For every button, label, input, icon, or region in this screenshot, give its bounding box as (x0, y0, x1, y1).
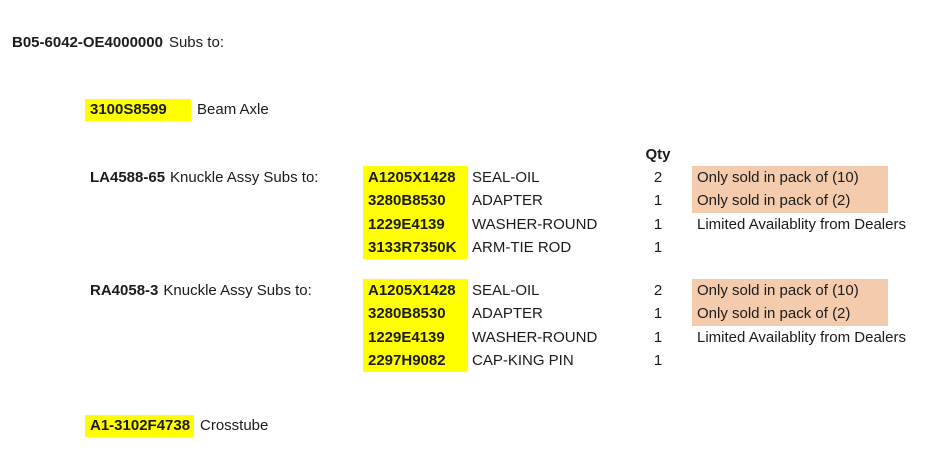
section-subs-label: Knuckle Assy Subs to: (163, 282, 312, 299)
table-row: 2297H9082 CAP-KING PIN 1 (0, 348, 947, 373)
title-suffix: Subs to: (168, 34, 224, 51)
part-note-cell: Only sold in pack of (2) (692, 302, 888, 326)
page-title: B05-6042-OE4000000 Subs to: (12, 34, 224, 52)
section-ra4058-3: RA4058-3 Knuckle Assy Subs to: A1205X1428… (0, 279, 947, 373)
crosstube-part-number: A1-3102F4738 (85, 415, 194, 437)
part-description-cell: SEAL-OIL (472, 282, 540, 299)
part-description-cell: WASHER-ROUND (472, 215, 598, 233)
part-number-cell: A1205X1428 (363, 279, 468, 303)
part-description-cell: WASHER-ROUND (472, 328, 598, 346)
part-qty-cell: 2 (653, 169, 663, 186)
part-note-cell: Only sold in pack of (2) (692, 189, 888, 213)
beam-axle-name: Beam Axle (197, 101, 269, 118)
part-qty-cell: 1 (653, 305, 663, 323)
part-number-cell: 2297H9082 (363, 348, 468, 373)
part-description-cell: SEAL-OIL (472, 169, 540, 186)
part-number-cell: 3280B8530 (363, 302, 468, 326)
section-label: RA4058-3 Knuckle Assy Subs to: (90, 279, 312, 302)
table-row: 3280B8530 ADAPTER 1 Only sold in pack of… (0, 189, 947, 213)
section-subs-label: Knuckle Assy Subs to: (170, 169, 319, 186)
section-part-number: RA4058-3 (90, 282, 159, 299)
section-part-number: LA4588-65 (90, 169, 166, 186)
part-description-cell: ARM-TIE ROD (472, 238, 572, 256)
part-description-cell: ADAPTER (472, 305, 543, 323)
crosstube-name: Crosstube (200, 417, 269, 434)
part-qty-cell: 1 (653, 328, 663, 346)
part-qty-cell: 1 (653, 192, 663, 210)
part-number-cell: 1229E4139 (363, 325, 468, 349)
part-note-cell: Limited Availablity from Dealers (697, 215, 906, 233)
part-note-cell (692, 236, 697, 259)
beam-axle-part-number: 3100S8599 (85, 99, 191, 121)
part-note-cell: Only sold in pack of (10) (692, 279, 888, 303)
qty-column-header: Qty (645, 146, 671, 163)
part-note-cell: Only sold in pack of (10) (692, 166, 888, 190)
title-part-number: B05-6042-OE4000000 (12, 34, 163, 51)
table-row: 3133R7350K ARM-TIE ROD 1 (0, 235, 947, 260)
part-number-cell: 3280B8530 (363, 189, 468, 213)
part-number-cell: 3133R7350K (363, 235, 468, 260)
part-qty-cell: 2 (653, 282, 663, 299)
part-qty-cell: 1 (653, 238, 663, 256)
table-row: 3280B8530 ADAPTER 1 Only sold in pack of… (0, 302, 947, 326)
table-row: 1229E4139 WASHER-ROUND 1 Limited Availab… (0, 325, 947, 349)
section-label: LA4588-65 Knuckle Assy Subs to: (90, 166, 318, 189)
table-row: A1205X1428 SEAL-OIL 2 Only sold in pack … (0, 166, 947, 190)
table-row: A1205X1428 SEAL-OIL 2 Only sold in pack … (0, 279, 947, 303)
part-qty-cell: 1 (653, 215, 663, 233)
section-la4588-65: LA4588-65 Knuckle Assy Subs to: A1205X142… (0, 166, 947, 260)
part-note-cell (692, 349, 697, 372)
part-number-cell: 1229E4139 (363, 212, 468, 236)
part-qty-cell: 1 (653, 351, 663, 369)
part-note-cell: Limited Availablity from Dealers (697, 328, 906, 346)
part-number-cell: A1205X1428 (363, 166, 468, 190)
table-row: 1229E4139 WASHER-ROUND 1 Limited Availab… (0, 212, 947, 236)
part-description-cell: ADAPTER (472, 192, 543, 210)
part-description-cell: CAP-KING PIN (472, 351, 574, 369)
